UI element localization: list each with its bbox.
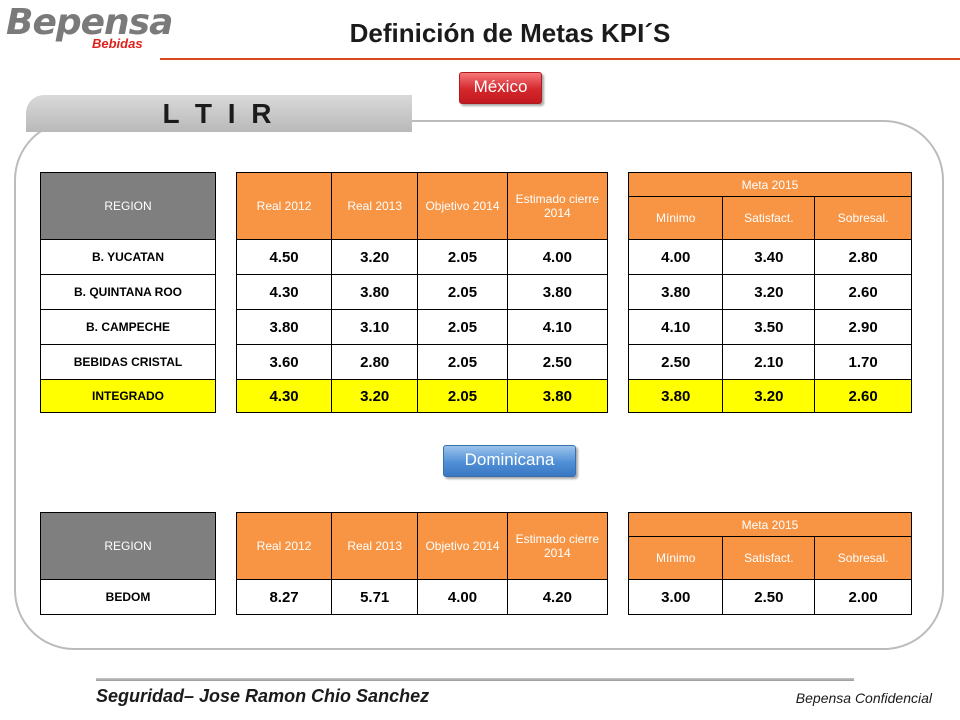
satisfact-header: Satisfact.: [722, 536, 816, 580]
value-cell: 4.50: [235, 239, 333, 275]
meta-cell: 3.00: [627, 579, 724, 615]
value-cell-integrado: 3.80: [506, 379, 609, 413]
meta-header: Meta 2015: [628, 512, 912, 537]
bepensa-logo: Bepensa Bebidas: [6, 2, 173, 54]
minimo-header: Mínimo: [627, 196, 724, 240]
footer-divider: [96, 678, 854, 681]
sobresal-header: Sobresal.: [814, 536, 912, 580]
dominicana-button[interactable]: Dominicana: [443, 445, 576, 477]
meta-cell: 4.00: [627, 239, 724, 275]
section-tab: [26, 95, 412, 132]
meta-cell: 3.20: [722, 274, 816, 310]
meta-cell: 2.00: [814, 579, 912, 615]
meta-cell: 2.50: [627, 344, 724, 380]
meta-cell: 2.10: [722, 344, 816, 380]
region-cell: BEDOM: [40, 579, 216, 615]
section-label: L T I R: [162, 98, 276, 129]
dominicana-region-table: REGION BEDOM: [40, 512, 216, 615]
estimado-header: Estimado cierre 2014: [506, 172, 609, 240]
minimo-header: Mínimo: [627, 536, 724, 580]
meta-cell: 3.80: [627, 274, 724, 310]
region-header: REGION: [40, 512, 216, 580]
real2013-header: Real 2013: [331, 172, 419, 240]
meta-cell: 4.10: [627, 309, 724, 345]
mexico-values-table: Real 2012 Real 2013 Objetivo 2014 Estima…: [235, 172, 609, 413]
value-cell: 2.05: [417, 274, 508, 310]
meta-cell: 2.90: [814, 309, 912, 345]
meta-cell: 2.60: [814, 274, 912, 310]
satisfact-header: Satisfact.: [722, 196, 816, 240]
mexico-region-table: REGION B. YUCATAN B. QUINTANA ROO B. CAM…: [40, 172, 216, 413]
value-cell: 3.60: [235, 344, 333, 380]
sobresal-header: Sobresal.: [814, 196, 912, 240]
dominicana-values-table: Real 2012 Real 2013 Objetivo 2014 Estima…: [235, 512, 609, 615]
value-cell: 3.80: [331, 274, 419, 310]
content-panel: [14, 120, 944, 650]
value-cell: 4.00: [506, 239, 609, 275]
value-cell: 3.20: [331, 239, 419, 275]
meta-cell: 1.70: [814, 344, 912, 380]
value-cell: 2.80: [331, 344, 419, 380]
real2013-header: Real 2013: [331, 512, 419, 580]
title-underline: [160, 58, 960, 60]
value-cell: 2.05: [417, 239, 508, 275]
value-cell: 4.10: [506, 309, 609, 345]
value-cell: 4.20: [506, 579, 609, 615]
region-cell: B. CAMPECHE: [40, 309, 216, 345]
value-cell-integrado: 2.05: [417, 379, 508, 413]
meta-cell: 2.80: [814, 239, 912, 275]
page-title: Definición de Metas KPI´S: [349, 18, 671, 48]
value-cell: 8.27: [235, 579, 333, 615]
meta-cell: 3.50: [722, 309, 816, 345]
meta-header: Meta 2015: [628, 172, 912, 197]
value-cell: 3.80: [506, 274, 609, 310]
meta-cell: 3.40: [722, 239, 816, 275]
value-cell: 2.05: [417, 309, 508, 345]
footer-confidential: Bepensa Confidencial: [795, 690, 932, 706]
value-cell: 4.00: [417, 579, 508, 615]
meta-cell-integrado: 2.60: [814, 379, 912, 413]
logo-brand: Bepensa: [6, 2, 173, 43]
dominicana-meta-table: Meta 2015 Mínimo Satisfact. Sobresal. 3.…: [627, 512, 912, 615]
region-cell: B. QUINTANA ROO: [40, 274, 216, 310]
meta-cell: 2.50: [722, 579, 816, 615]
value-cell: 2.50: [506, 344, 609, 380]
value-cell: 5.71: [331, 579, 419, 615]
value-cell: 2.05: [417, 344, 508, 380]
footer-author: Seguridad– Jose Ramon Chio Sanchez: [96, 686, 430, 706]
logo-sub: Bebidas: [92, 36, 143, 51]
value-cell-integrado: 4.30: [235, 379, 333, 413]
region-cell-integrado: INTEGRADO: [40, 379, 216, 413]
value-cell: 3.80: [235, 309, 333, 345]
meta-cell-integrado: 3.20: [722, 379, 816, 413]
value-cell-integrado: 3.20: [331, 379, 419, 413]
meta-cell-integrado: 3.80: [627, 379, 724, 413]
objetivo-header: Objetivo 2014: [417, 512, 508, 580]
estimado-header: Estimado cierre 2014: [506, 512, 609, 580]
region-header: REGION: [40, 172, 216, 240]
region-cell: B. YUCATAN: [40, 239, 216, 275]
region-cell: BEBIDAS CRISTAL: [40, 344, 216, 380]
mexico-button[interactable]: México: [459, 72, 542, 104]
objetivo-header: Objetivo 2014: [417, 172, 508, 240]
value-cell: 4.30: [235, 274, 333, 310]
value-cell: 3.10: [331, 309, 419, 345]
real2012-header: Real 2012: [235, 512, 333, 580]
real2012-header: Real 2012: [235, 172, 333, 240]
mexico-meta-table: Meta 2015 Mínimo Satisfact. Sobresal. 4.…: [627, 172, 912, 413]
